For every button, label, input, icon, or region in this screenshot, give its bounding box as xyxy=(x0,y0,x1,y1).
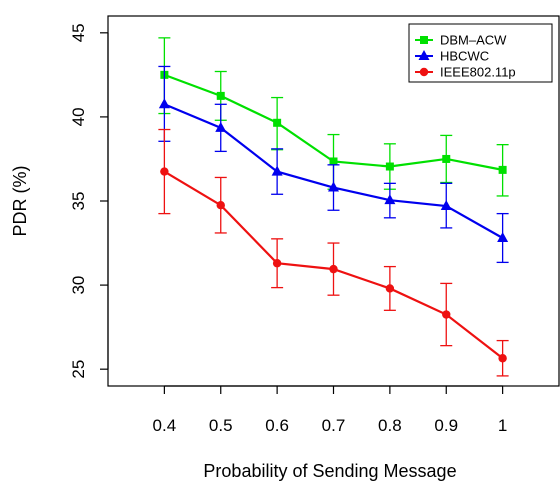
data-point xyxy=(215,121,227,132)
x-axis: 0.4 0.5 0.6 0.7 0.8 0.9 1 xyxy=(153,385,507,435)
x-tick-label: 0.7 xyxy=(322,416,346,435)
data-point xyxy=(498,354,507,363)
data-point xyxy=(216,201,225,210)
x-tick-label: 0.8 xyxy=(378,416,402,435)
legend-entry: HBCWC xyxy=(440,49,489,64)
y-tick-label: 30 xyxy=(69,276,88,295)
x-tick-label: 0.4 xyxy=(153,416,177,435)
data-point xyxy=(160,167,169,176)
x-tick-label: 0.9 xyxy=(434,416,458,435)
x-tick-label: 0.6 xyxy=(265,416,289,435)
data-point xyxy=(328,181,339,192)
data-point xyxy=(272,259,282,268)
data-point xyxy=(442,154,451,163)
y-tick-label: 40 xyxy=(69,107,88,126)
legend-entry: IEEE802.11p xyxy=(440,65,516,80)
data-point xyxy=(273,118,282,127)
y-axis-label: PDR (%) xyxy=(10,166,30,237)
data-point xyxy=(329,157,338,166)
data-point xyxy=(158,98,170,109)
data-point xyxy=(271,165,283,176)
legend-marker xyxy=(420,36,428,44)
legend-entry: DBM–ACW xyxy=(440,33,507,48)
data-point xyxy=(216,91,225,100)
series-1 xyxy=(158,65,509,264)
series-layer xyxy=(158,37,509,377)
x-tick-label: 0.5 xyxy=(209,416,233,435)
data-point xyxy=(440,200,452,211)
data-point xyxy=(497,232,509,242)
x-axis-label: Probability of Sending Message xyxy=(203,461,456,481)
series-2 xyxy=(158,128,509,377)
legend-marker xyxy=(418,50,430,60)
data-point xyxy=(385,162,394,171)
data-point xyxy=(385,284,395,293)
y-axis: 25 30 35 40 45 xyxy=(69,23,109,379)
x-tick-label: 1 xyxy=(498,416,507,435)
legend-marker xyxy=(419,67,429,77)
data-point xyxy=(442,310,451,319)
data-point xyxy=(384,194,396,205)
data-point xyxy=(329,264,338,274)
y-tick-label: 35 xyxy=(69,192,88,211)
y-tick-label: 25 xyxy=(69,360,88,379)
data-point xyxy=(498,165,507,174)
y-tick-label: 45 xyxy=(69,23,88,42)
